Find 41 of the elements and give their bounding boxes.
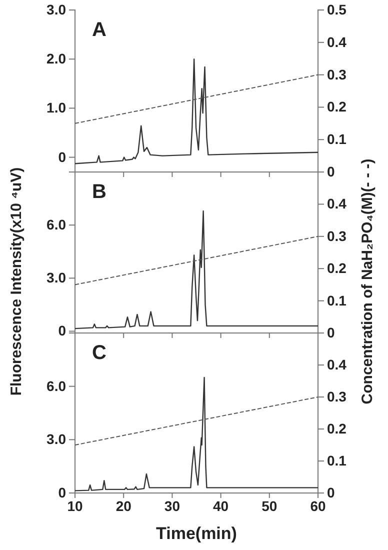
y-tick-label: 2.0 <box>46 50 66 67</box>
y2-tick-label: 0.4 <box>327 34 347 50</box>
y2-tick-label: 0.4 <box>327 356 347 372</box>
y-tick-label: 3.0 <box>46 1 66 18</box>
y-tick-label: 6.0 <box>46 378 66 394</box>
x-tick-label: 10 <box>67 498 83 514</box>
chart-title: C <box>92 342 106 364</box>
y2-axis-title: Concentration of NaH₂PO₄(M)(- - -) <box>359 158 376 404</box>
x-tick-label: 30 <box>164 498 180 514</box>
y-tick-label: 6.0 <box>46 216 66 233</box>
y2-tick-label: 0.3 <box>327 388 347 404</box>
x-tick-label: 50 <box>262 498 278 514</box>
y2-tick-label: 0 <box>327 163 335 180</box>
text: B <box>92 181 106 203</box>
y2-tick-label: 0.1 <box>327 452 347 468</box>
x-tick-label: 60 <box>310 498 326 514</box>
x-axis-title: Time(min) <box>156 524 237 543</box>
y2-tick-label: 0.1 <box>327 292 347 308</box>
text: A <box>92 19 106 41</box>
y2-tick-label: 0.2 <box>327 260 347 276</box>
y2-tick-label: 0.5 <box>327 1 347 18</box>
line-series <box>74 58 319 164</box>
y-tick-label: 1.0 <box>46 100 66 116</box>
y2-tick-label: 0 <box>327 324 335 340</box>
y2-tick-label: 0.2 <box>327 98 347 115</box>
y-tick-label: 0 <box>58 484 66 500</box>
x-tick-label: 40 <box>213 498 229 514</box>
y2-tick-label: 0.4 <box>327 196 347 212</box>
y2-tick-label: 0 <box>327 484 335 500</box>
y2-tick-label: 0.2 <box>327 420 347 436</box>
y-tick-label: 0 <box>58 148 66 165</box>
y-tick-label: 0 <box>58 322 66 339</box>
line-series <box>74 376 319 492</box>
y-tick-label: 3.0 <box>46 270 66 286</box>
y-tick-label: 3.0 <box>46 431 66 448</box>
y-axis-title: Fluorescence Intensity(x10 ⁴uV) <box>8 167 25 396</box>
x-tick-label: 20 <box>116 498 132 514</box>
y2-tick-label: 0.3 <box>327 66 347 82</box>
y2-tick-label: 0.1 <box>327 131 347 148</box>
line-series <box>74 210 319 330</box>
y2-tick-label: 0.3 <box>327 228 347 244</box>
